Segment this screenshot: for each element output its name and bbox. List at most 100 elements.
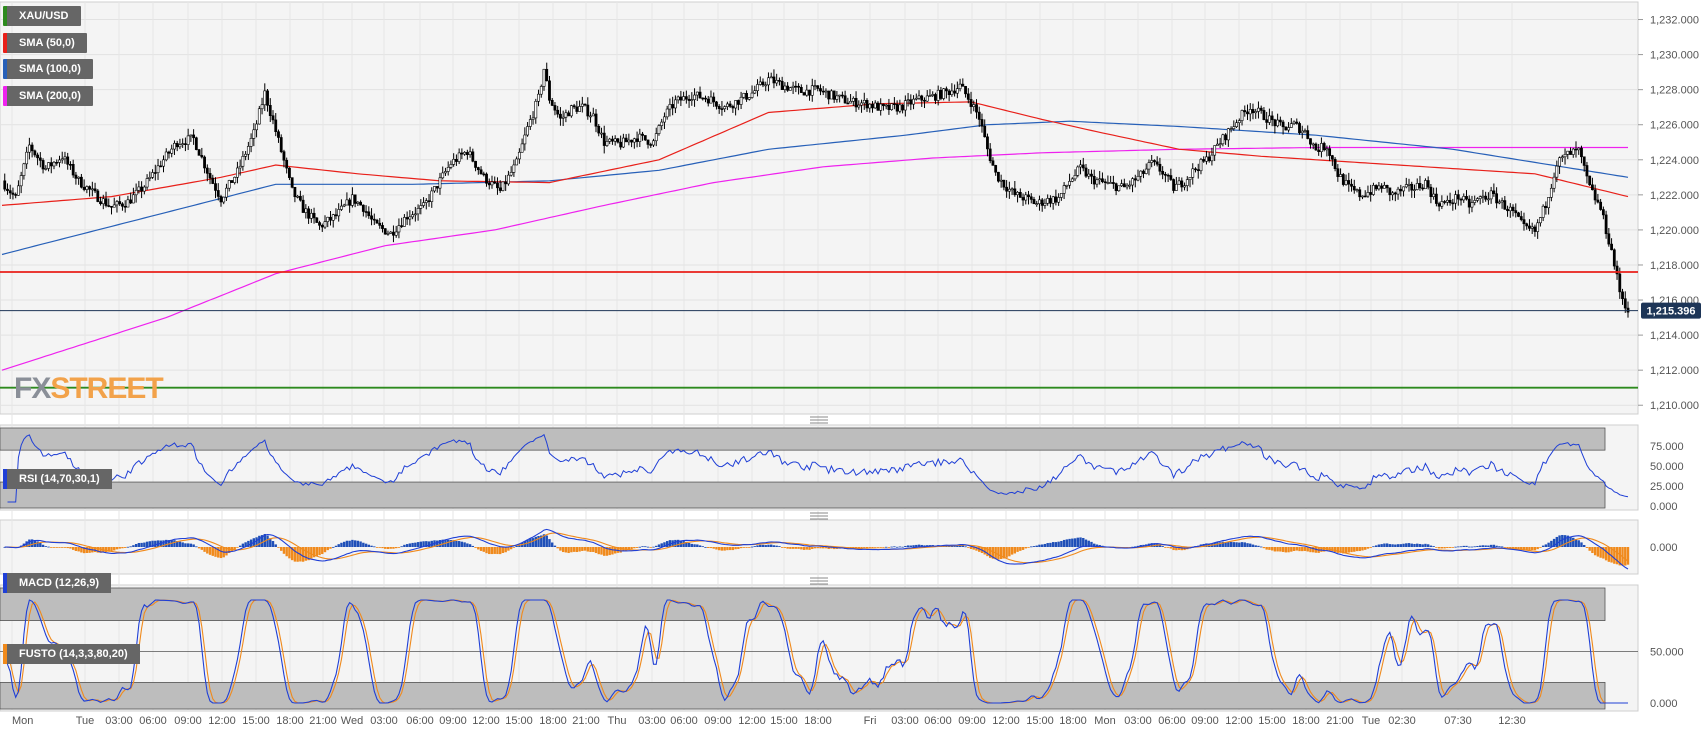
macd-histogram-bar bbox=[663, 542, 666, 547]
macd-histogram-bar bbox=[468, 544, 472, 547]
candle-body bbox=[33, 150, 37, 156]
legend-sma-50[interactable]: SMA (50,0) bbox=[3, 33, 87, 53]
candle-body bbox=[665, 108, 669, 118]
candle-body bbox=[496, 182, 499, 189]
candle-body bbox=[1618, 273, 1622, 293]
candle-body bbox=[1183, 185, 1186, 188]
candle-body bbox=[1369, 192, 1373, 195]
macd-histogram-bar bbox=[701, 546, 704, 548]
candle-body bbox=[810, 85, 814, 96]
candle-body bbox=[997, 171, 1000, 182]
macd-histogram-bar bbox=[895, 546, 899, 548]
macd-histogram-bar bbox=[800, 547, 803, 550]
macd-histogram-bar bbox=[1309, 547, 1312, 553]
candle-body bbox=[312, 212, 316, 219]
macd-histogram-bar bbox=[644, 546, 647, 548]
candle-body bbox=[903, 100, 907, 111]
candle-body bbox=[386, 233, 390, 235]
macd-histogram-bar bbox=[1347, 547, 1350, 553]
pane-dividers[interactable] bbox=[810, 416, 828, 585]
candle-body bbox=[1476, 198, 1479, 201]
candle-body bbox=[1076, 166, 1080, 176]
candle-body bbox=[1303, 130, 1307, 132]
macd-histogram-bar bbox=[816, 547, 819, 549]
candle-body bbox=[504, 181, 508, 185]
candle-body bbox=[950, 90, 954, 95]
macd-histogram-bar bbox=[1613, 547, 1616, 564]
legend-fusto[interactable]: FUSTO (14,3,3,80,20) bbox=[3, 644, 140, 664]
macd-histogram-bar bbox=[778, 546, 781, 547]
macd-histogram-bar bbox=[370, 545, 373, 547]
x-tick-label: 03:00 bbox=[891, 715, 919, 727]
candle-body bbox=[1451, 202, 1455, 205]
candle-body bbox=[1259, 107, 1263, 111]
legend-sma-200[interactable]: SMA (200,0) bbox=[3, 86, 93, 106]
legend-symbol[interactable]: XAU/USD bbox=[3, 6, 81, 26]
macd-histogram-bar bbox=[737, 547, 740, 550]
macd-histogram-bar bbox=[466, 543, 469, 547]
x-tick-label: 18:00 bbox=[804, 715, 832, 727]
candle-body bbox=[1142, 170, 1145, 174]
candle-body bbox=[6, 188, 9, 191]
macd-histogram-bar bbox=[411, 542, 414, 547]
macd-histogram-bar bbox=[559, 547, 562, 551]
macd-histogram-bar bbox=[1550, 540, 1553, 547]
candle-body bbox=[22, 163, 26, 176]
candle-body bbox=[55, 161, 59, 164]
sma-lines bbox=[1, 101, 1629, 371]
macd-histogram-bar bbox=[378, 547, 381, 548]
legend-sma-100[interactable]: SMA (100,0) bbox=[3, 59, 93, 79]
candle-body bbox=[756, 84, 759, 91]
candle-body bbox=[758, 81, 762, 85]
candle-body bbox=[1270, 115, 1274, 121]
macd-histogram-bar bbox=[1500, 546, 1504, 548]
candle-body bbox=[1344, 180, 1348, 185]
candle-body bbox=[1478, 196, 1482, 199]
candle-body bbox=[1596, 199, 1600, 203]
candle-body bbox=[791, 85, 795, 88]
macd-histogram-bar bbox=[1563, 535, 1567, 547]
candle-body bbox=[1070, 178, 1074, 182]
candle-body bbox=[167, 151, 171, 154]
macd-histogram-bar bbox=[438, 540, 442, 547]
legend-rsi[interactable]: RSI (14,70,30,1) bbox=[3, 469, 112, 489]
candle-body bbox=[1355, 189, 1359, 191]
macd-histogram-bar bbox=[25, 541, 28, 547]
macd-histogram-bar bbox=[1503, 547, 1507, 548]
y-tick-label: 1,212.000 bbox=[1650, 365, 1699, 377]
candle-body bbox=[266, 90, 269, 106]
macd-histogram-bar bbox=[600, 547, 603, 555]
candle-body bbox=[986, 136, 989, 150]
macd-histogram-bar bbox=[1251, 544, 1255, 547]
macd-histogram-bar bbox=[175, 540, 179, 547]
macd-histogram-bar bbox=[1229, 541, 1233, 547]
candle-body bbox=[947, 90, 951, 95]
candle-body bbox=[1347, 180, 1351, 185]
macd-histogram-bar bbox=[1440, 547, 1444, 549]
candle-body bbox=[25, 151, 29, 165]
candle-body bbox=[1191, 168, 1195, 178]
candle-body bbox=[1459, 198, 1463, 201]
candle-body bbox=[69, 164, 72, 166]
candle-body bbox=[523, 134, 527, 145]
candle-body bbox=[1262, 110, 1266, 120]
candle-body bbox=[1514, 210, 1518, 214]
candle-body bbox=[1623, 298, 1627, 309]
macd-histogram-bar bbox=[709, 547, 713, 549]
price-pane[interactable] bbox=[0, 1, 1639, 415]
legend-macd[interactable]: MACD (12,26,9) bbox=[3, 573, 112, 593]
candle-body bbox=[1612, 249, 1616, 267]
candle-body bbox=[230, 180, 234, 183]
candle-body bbox=[66, 156, 70, 165]
x-tick-label: 09:00 bbox=[704, 715, 732, 727]
candle-body bbox=[892, 103, 896, 106]
fusto-tick-label: 50.000 bbox=[1650, 647, 1684, 659]
candle-body bbox=[953, 90, 957, 94]
candle-body bbox=[1517, 212, 1520, 217]
macd-histogram-bar bbox=[1051, 542, 1055, 547]
macd-histogram-bar bbox=[1284, 547, 1288, 553]
macd-histogram-bar bbox=[200, 547, 204, 550]
macd-histogram-bar bbox=[1095, 544, 1099, 547]
